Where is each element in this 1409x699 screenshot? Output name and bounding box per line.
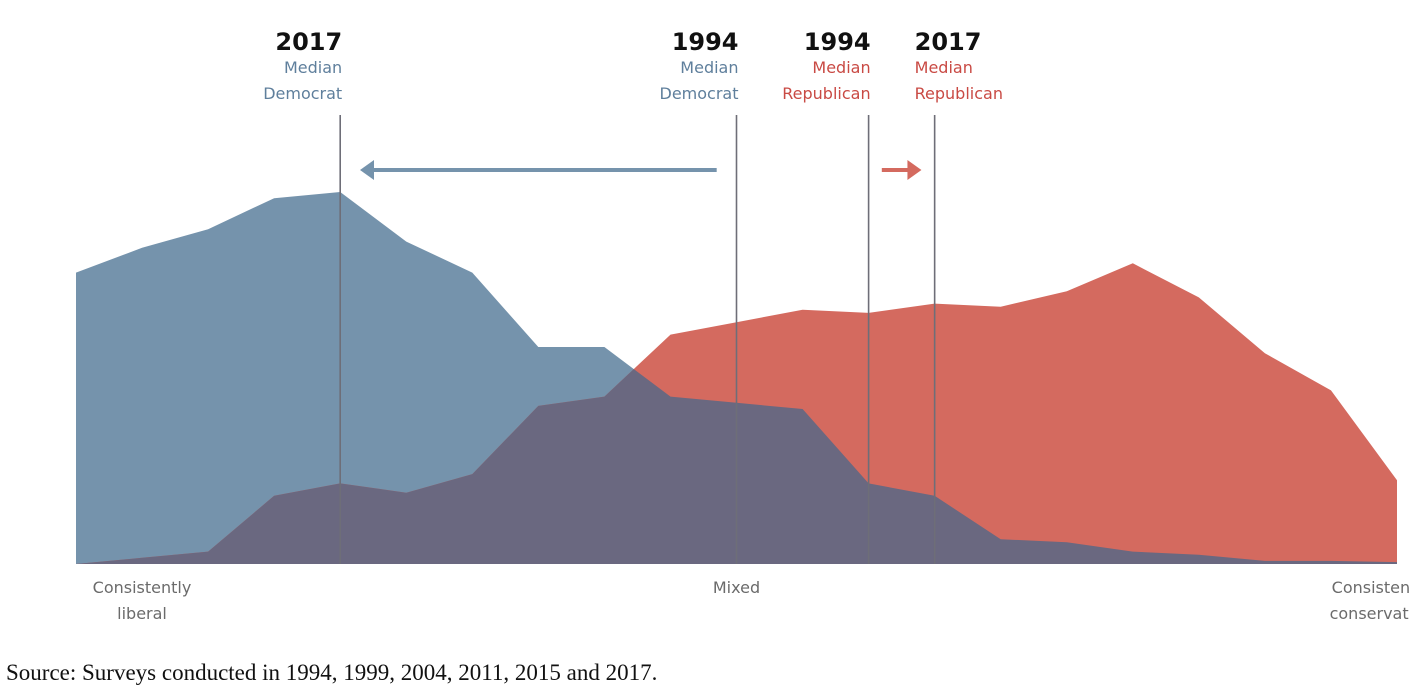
- median-annotation-line: Democrat: [263, 84, 342, 103]
- median-annotation-line: Median: [812, 58, 870, 77]
- democrat-area: [76, 192, 1397, 564]
- median-annotation-line: Median: [915, 58, 973, 77]
- median-annotation-line: Republican: [915, 84, 1003, 103]
- median-annotation-line: Median: [680, 58, 738, 77]
- median-annotation-line: Median: [284, 58, 342, 77]
- median-annotation-line: Republican: [782, 84, 870, 103]
- x-tick-label: liberal: [117, 604, 167, 623]
- x-tick-label: Consistently: [1332, 578, 1409, 597]
- median-year-label: 2017: [275, 28, 342, 56]
- median-year-label: 1994: [672, 28, 739, 56]
- source-note: Source: Surveys conducted in 1994, 1999,…: [6, 660, 658, 685]
- x-tick-label: Consistently: [93, 578, 192, 597]
- democrat-shift-arrow: [360, 160, 717, 180]
- chart-svg: 2017 Median Democrat 1994 Median Democrat 1994…: [76, 28, 1409, 623]
- median-year-label: 1994: [804, 28, 871, 56]
- republican-shift-arrow: [881, 160, 922, 180]
- median-annotation-line: Democrat: [660, 84, 739, 103]
- median-year-label: 2017: [915, 28, 982, 56]
- x-tick-label: Mixed: [713, 578, 760, 597]
- x-tick-label: conservative: [1330, 604, 1409, 623]
